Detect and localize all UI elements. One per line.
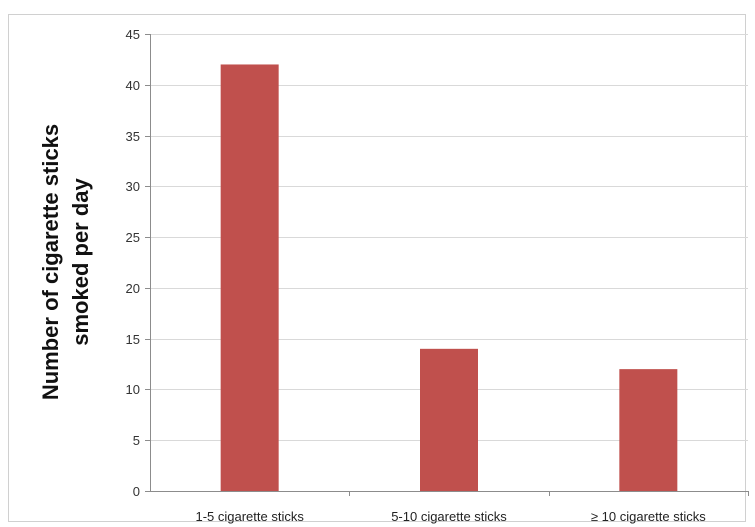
y-tick-label: 20 (126, 281, 140, 296)
y-tick-label: 45 (126, 27, 140, 42)
y-tick-labels: 0 5 10 15 20 25 30 35 40 45 (126, 27, 140, 499)
category-label: ≥ 10 cigarette sticks (591, 509, 706, 524)
bars (220, 64, 678, 491)
category-labels: 1-5 cigarette sticks 5-10 cigarette stick… (195, 509, 706, 524)
y-tick-label: 35 (126, 129, 140, 144)
y-tick-label: 30 (126, 179, 140, 194)
y-tick-label: 0 (133, 484, 140, 499)
y-axis-label-line-1: Number of cigarette sticks (38, 124, 63, 400)
y-tick-label: 25 (126, 230, 140, 245)
y-tick-label: 10 (126, 382, 140, 397)
y-axis-label-line-2: smoked per day (68, 177, 93, 345)
y-tick-label: 5 (133, 433, 140, 448)
y-axis-label: Number of cigarette sticks smoked per da… (38, 124, 93, 400)
bar (420, 348, 478, 491)
category-label: 1-5 cigarette sticks (195, 509, 304, 524)
x-axis (150, 34, 749, 496)
y-tick-label: 40 (126, 78, 140, 93)
bar (619, 369, 678, 491)
category-label: 5-10 cigarette sticks (391, 509, 507, 524)
bar (220, 64, 279, 491)
y-tick-label: 15 (126, 332, 140, 347)
